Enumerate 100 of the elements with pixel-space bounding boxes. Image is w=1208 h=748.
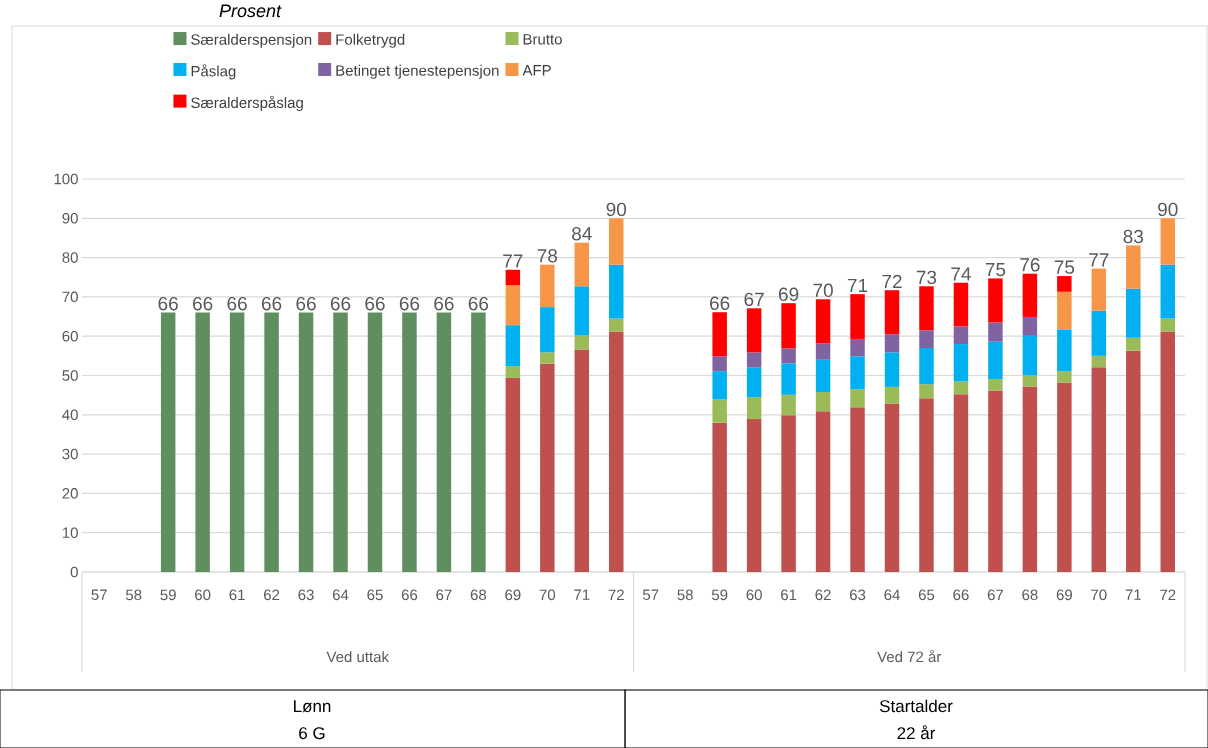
bar [574,335,590,350]
bar [746,397,762,420]
bar [1057,291,1072,330]
bar [505,269,521,286]
bar [746,419,762,572]
bar [988,379,1003,391]
bar [712,422,727,572]
legend-label: Påslag [191,64,236,80]
legend-label: Brutto [523,34,562,45]
total-label: 71 [847,278,868,292]
x-tick-label: 68 [1022,589,1038,601]
legend-label: Særalderspåslag [191,95,303,112]
bar [505,285,521,326]
bar [919,347,934,385]
bar [850,389,865,408]
bar [850,407,865,572]
text: 6 G [299,727,325,740]
bar [264,312,279,572]
total-label: 72 [882,274,902,289]
bar [953,394,969,572]
bar [333,312,348,572]
x-tick-label: 64 [332,589,349,601]
x-tick-label: 62 [815,589,831,601]
x-tick-label: 59 [711,589,728,601]
x-tick-label: 64 [884,589,900,601]
y-tick-label: 50 [62,370,78,381]
y-tick-label: 70 [62,291,78,303]
x-tick-label: 57 [642,589,659,600]
total-label: 77 [503,254,523,268]
bar [436,312,452,572]
y-tick-label: 30 [62,448,78,460]
bar [850,294,865,339]
bar [471,312,486,572]
x-tick-label: 69 [505,589,521,601]
bar [815,411,831,572]
bar [953,344,969,382]
bar [1022,316,1038,336]
bar [367,312,383,572]
bar [850,338,865,357]
bar [884,352,900,387]
bar [1160,218,1175,265]
bar [1091,268,1107,311]
bar [1057,382,1072,572]
bar [1160,264,1175,319]
bar [298,312,314,572]
y-tick-label: 10 [62,527,78,539]
bar [1091,310,1107,356]
y-tick-label: 0 [70,566,78,578]
x-tick-label: 65 [367,589,383,601]
bar [712,312,727,357]
total-label: 66 [710,296,730,311]
total-label: 66 [227,296,247,311]
x-tick-label: 65 [918,589,935,601]
x-tick-label: 67 [436,589,452,601]
bar [988,278,1003,323]
bar [712,356,727,372]
bar [919,286,934,331]
total-label: 90 [1158,202,1178,217]
bar [884,403,900,572]
bar [781,394,796,416]
bar [160,312,176,572]
bar [1057,276,1072,292]
chart-title: Prosent [219,4,282,18]
bar [505,366,521,378]
bar [1126,337,1141,351]
bar [746,352,762,368]
bar [1126,245,1141,289]
x-tick-label: 63 [849,589,866,601]
bar [609,264,624,319]
total-label: 70 [813,283,833,298]
y-tick-label: 20 [62,488,78,499]
text: Startalder [879,699,953,713]
total-label: 76 [1020,258,1040,272]
bar [712,399,727,423]
y-tick-label: 90 [62,212,78,224]
x-tick-label: 67 [987,589,1003,601]
bar [1022,386,1038,572]
bar [402,312,417,572]
total-label: 66 [193,296,213,311]
bar [1022,375,1038,387]
x-tick-label: 60 [195,589,211,601]
text: Ved uttak [326,651,390,663]
bar [919,384,934,399]
total-label: 84 [572,227,592,241]
total-label: 66 [399,296,420,311]
total-label: 66 [434,296,454,311]
total-label: 66 [468,296,489,311]
bar [540,352,555,364]
bar [919,330,934,348]
x-tick-label: 70 [539,589,556,601]
x-tick-label: 59 [160,589,176,601]
x-tick-label: 66 [401,589,418,601]
y-tick-label: 100 [54,173,78,185]
x-tick-label: 72 [608,589,624,601]
total-label: 69 [778,287,799,301]
bar [781,348,796,364]
x-tick-label: 71 [1125,589,1141,600]
total-label: 66 [296,296,316,311]
y-tick-label: 40 [62,409,78,421]
bar [884,386,900,404]
